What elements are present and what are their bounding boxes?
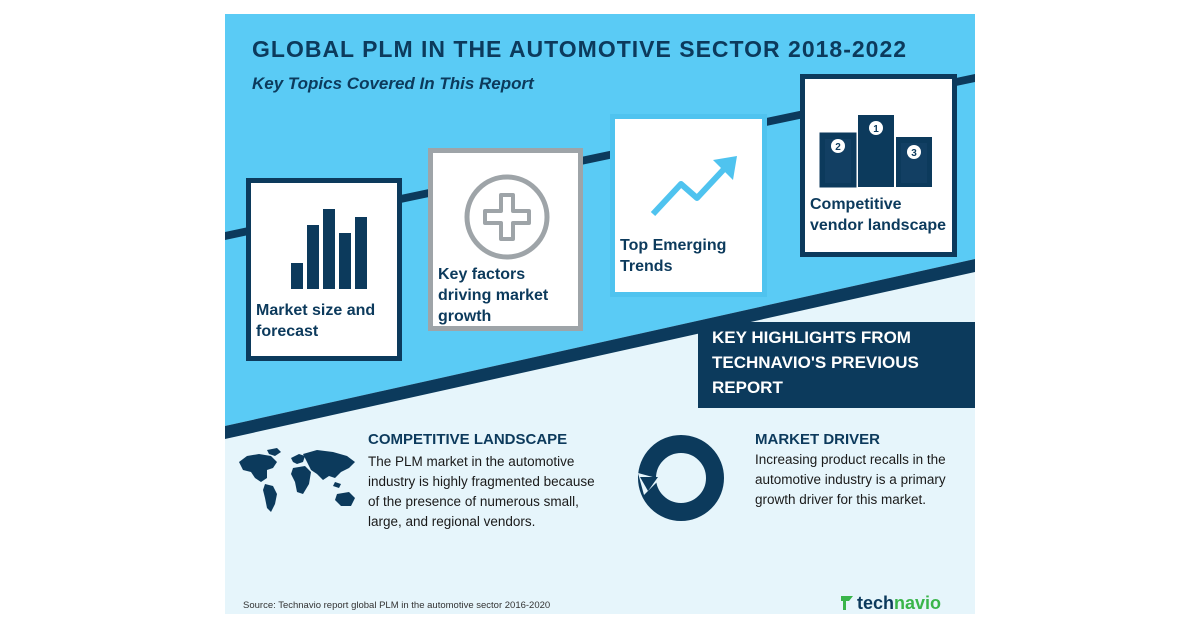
technavio-logo-icon — [841, 596, 853, 610]
topic-card-market-size: Market size and forecast — [246, 178, 402, 361]
background-shapes — [225, 14, 975, 439]
topic-label: Top Emerging Trends — [620, 237, 727, 275]
world-map-icon — [239, 448, 355, 512]
infographic: GLOBAL PLM IN THE AUTOMOTIVE SECTOR 2018… — [225, 14, 975, 614]
key-highlights-banner: KEY HIGHLIGHTS FROM TECHNAVIO'S PREVIOUS… — [698, 322, 975, 408]
topic-label: Market size and forecast — [256, 302, 376, 340]
topic-card-vendor-landscape: 1 2 3 Competitive vendor landscape — [800, 74, 957, 257]
plus-circle-icon — [464, 174, 550, 260]
page-title: GLOBAL PLM IN THE AUTOMOTIVE SECTOR 2018… — [252, 36, 908, 62]
podium-number-2: 2 — [835, 142, 841, 153]
topic-label: Competitive vendor landscape — [810, 196, 947, 234]
diagonal-stripe — [225, 74, 975, 240]
technavio-wordmark: technavio — [857, 593, 941, 614]
bar-chart-icon — [291, 209, 367, 289]
topic-card-emerging-trends: Top Emerging Trends — [610, 114, 767, 297]
podium-icon: 1 2 3 — [819, 115, 932, 188]
podium-number-1: 1 — [873, 124, 879, 135]
topic-card-key-factors: Key factors driving market growth — [428, 148, 583, 331]
competitive-landscape-title: COMPETITIVE LANDSCAPE — [368, 431, 568, 448]
wordmark-tech: tech — [857, 592, 895, 613]
diagonal-divider — [225, 259, 975, 439]
market-driver-title: MARKET DRIVER — [755, 431, 881, 448]
trend-arrow-icon — [650, 156, 737, 217]
market-driver-body: Increasing product recalls in the automo… — [755, 452, 946, 507]
podium-number-3: 3 — [911, 148, 917, 159]
circular-arrow-icon — [638, 435, 724, 521]
source-note: Source: Technavio report global PLM in t… — [243, 600, 551, 611]
competitive-landscape-body: The PLM market in the automotive industr… — [368, 454, 595, 529]
key-highlights-text: KEY HIGHLIGHTS FROM TECHNAVIO'S PREVIOUS… — [712, 328, 919, 397]
technavio-logo: technavio — [839, 592, 941, 614]
topic-label: Key factors driving market growth — [438, 266, 549, 325]
wordmark-navio: navio — [894, 592, 942, 613]
page-subtitle: Key Topics Covered In This Report — [252, 74, 534, 93]
